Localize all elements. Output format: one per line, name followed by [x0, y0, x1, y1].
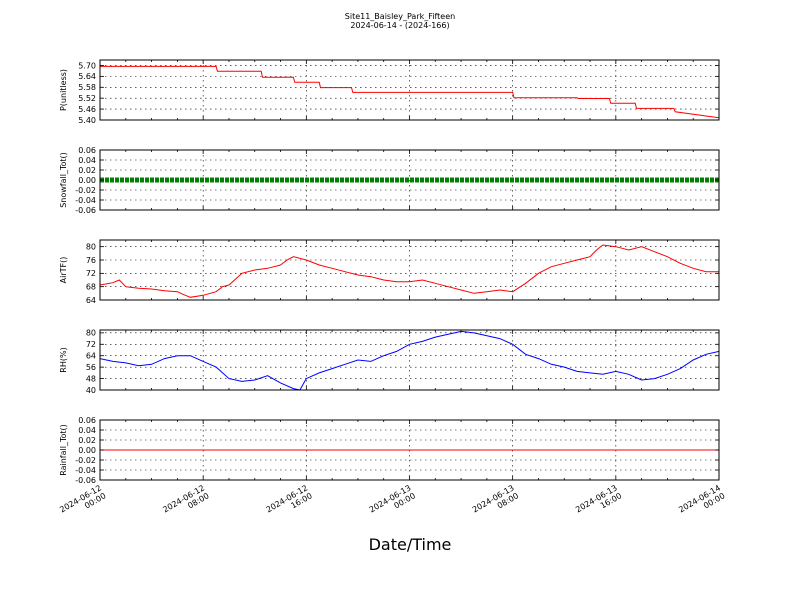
- panel-4: 40 48 56 64 72 80 RH(%): [59, 329, 720, 395]
- y-tick-label: -0.02: [75, 456, 96, 465]
- chart-subtitle: 2024-06-14 - (2024-166): [350, 21, 449, 30]
- panel-3: 64 68 72 76 80 AirTF(): [59, 239, 720, 305]
- y-tick-label: 0.04: [78, 156, 96, 165]
- y-tick-label: 68: [86, 282, 96, 291]
- y-axis-label: P(unitless): [59, 69, 68, 111]
- y-tick-label: -0.04: [75, 196, 96, 205]
- y-tick-label: 48: [86, 374, 96, 383]
- y-tick-label: 56: [86, 363, 96, 372]
- y-tick-label: 80: [86, 242, 96, 251]
- y-tick-label: 72: [86, 269, 96, 278]
- y-tick-label: 0.02: [78, 436, 96, 445]
- y-tick-label: 5.58: [78, 83, 96, 92]
- y-tick-label: -0.06: [75, 476, 96, 485]
- panel-frame: [99, 239, 720, 301]
- y-axis-label: AirTF(): [59, 257, 68, 284]
- x-axis-label: Date/Time: [369, 535, 452, 554]
- y-tick-label: 64: [86, 352, 96, 361]
- series-1-line: [100, 65, 720, 119]
- y-axis-label: Snowfall_Tot(): [59, 152, 68, 208]
- y-tick-label: 0.00: [78, 446, 96, 455]
- y-tick-label: 5.64: [78, 72, 96, 81]
- panel-frame: [99, 329, 720, 391]
- series-3-line: [99, 244, 719, 298]
- y-tick-label: 72: [86, 340, 96, 349]
- y-tick-label: 0.04: [78, 426, 96, 435]
- panel-frame: [99, 59, 720, 121]
- y-axis-label: Rainfall_Tot(): [59, 424, 68, 476]
- panel-1: 5.40 5.46 5.52 5.58 5.64 5.70 P(unitless): [59, 59, 720, 125]
- y-tick-label: 80: [86, 329, 96, 338]
- y-tick-label: 64: [86, 296, 96, 305]
- y-tick-label: 5.52: [78, 94, 96, 103]
- y-tick-label: 0.06: [78, 146, 96, 155]
- y-tick-label: 0.02: [78, 166, 96, 175]
- y-axis-label: RH(%): [59, 347, 68, 372]
- y-tick-label: 0.06: [78, 416, 96, 425]
- chart-title: Site11_Baisley_Park_Fifteen: [345, 12, 455, 21]
- y-tick-label: 76: [86, 256, 96, 265]
- series-4-line: [99, 330, 720, 391]
- y-tick-label: 40: [86, 386, 96, 395]
- panel-5: -0.06-0.04-0.020.000.020.040.06 Rainfall_…: [59, 416, 720, 485]
- y-tick-label: -0.04: [75, 466, 96, 475]
- panel-2: -0.06-0.04-0.020.000.020.040.06 Snowfall_…: [59, 146, 720, 215]
- y-tick-label: 0.00: [78, 176, 96, 185]
- y-tick-label: 5.40: [78, 116, 96, 125]
- y-tick-label: -0.06: [75, 206, 96, 215]
- panels-group: 5.40 5.46 5.52 5.58 5.64 5.70 P(unitless) -0.06…: [58, 59, 727, 514]
- y-tick-label: 5.46: [78, 105, 96, 114]
- y-tick-label: -0.02: [75, 186, 96, 195]
- y-tick-label: 5.70: [78, 61, 96, 70]
